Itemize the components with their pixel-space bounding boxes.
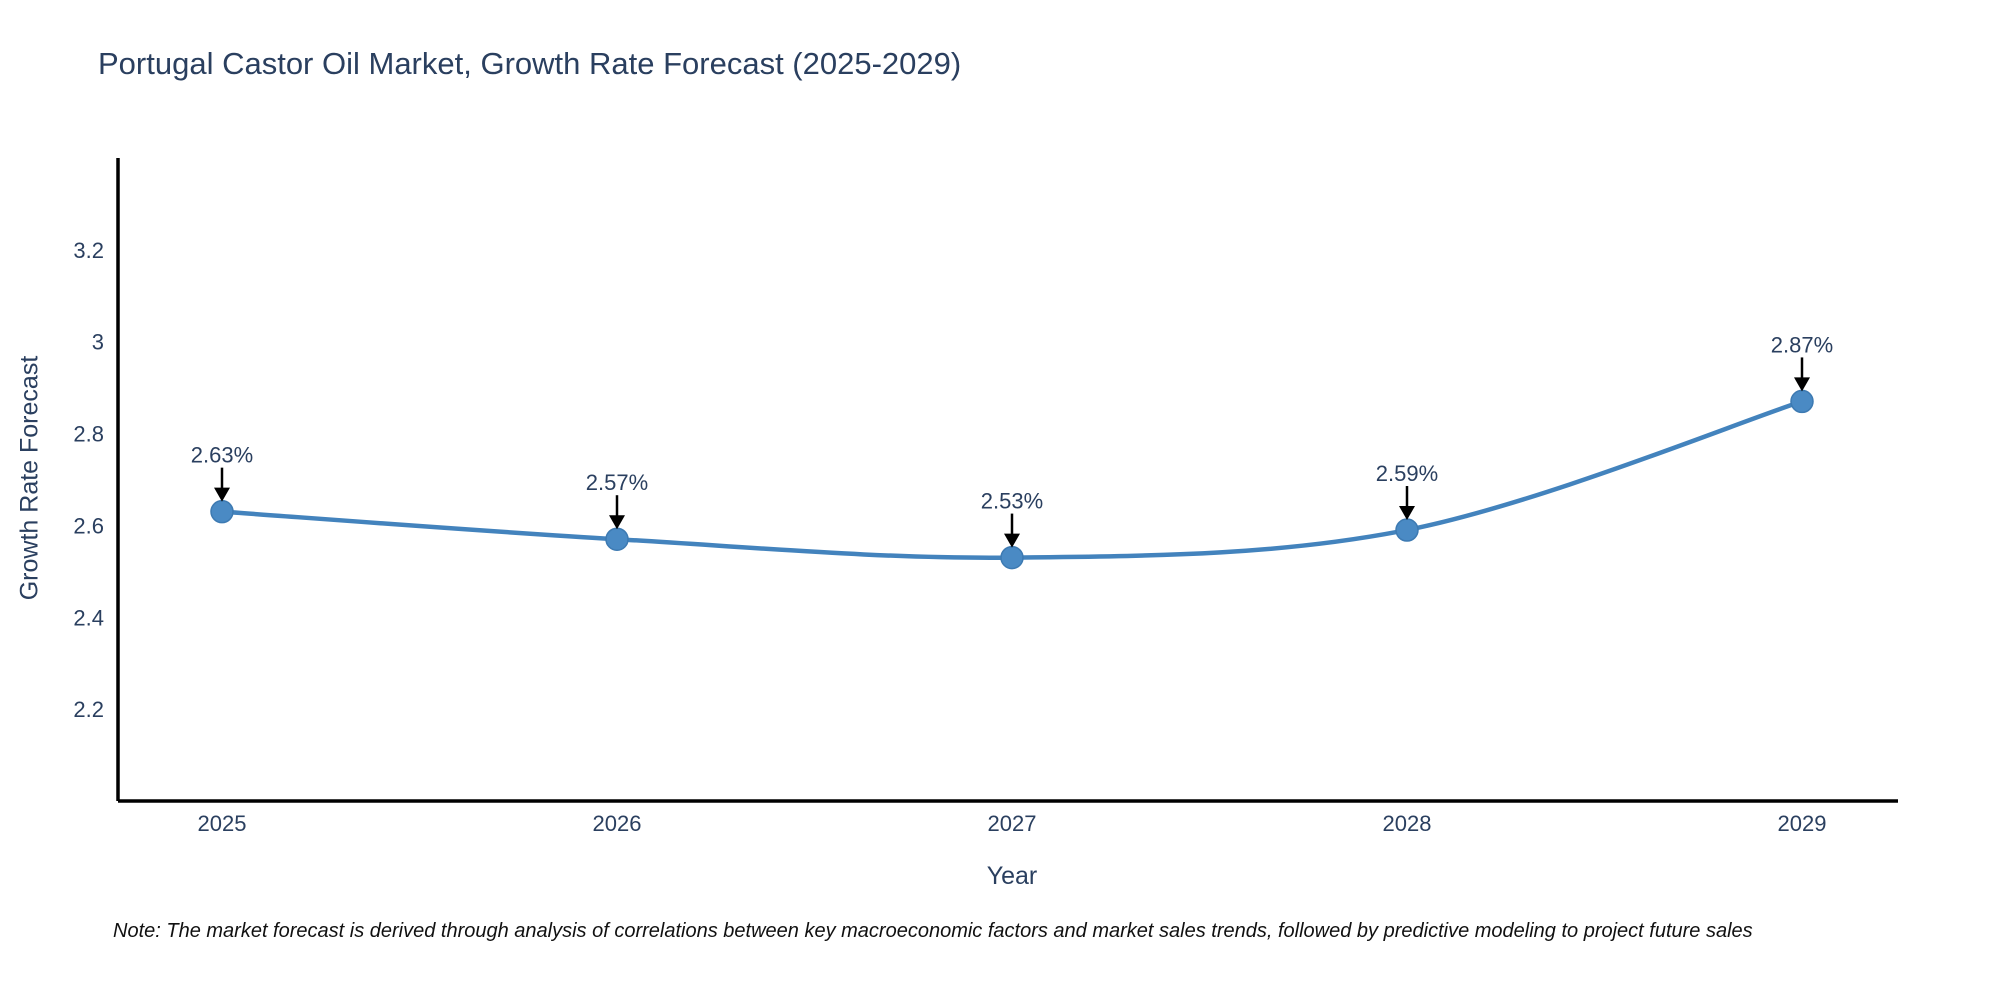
- y-tick-label: 2.6: [73, 513, 104, 538]
- x-tick-label: 2025: [198, 811, 247, 836]
- y-tick-label: 2.8: [73, 422, 104, 447]
- y-tick-label: 2.4: [73, 605, 104, 630]
- data-point-2025: [210, 499, 234, 524]
- x-axis-title: Year: [986, 862, 1038, 890]
- data-point-2028: [1395, 518, 1419, 542]
- data-point-2029: [1790, 389, 1814, 414]
- y-tick-label: 3: [92, 330, 104, 355]
- point-annotation: 2.53%: [981, 489, 1043, 514]
- point-annotation: 2.59%: [1376, 461, 1438, 486]
- x-tick-label: 2026: [593, 811, 642, 836]
- x-tick-label: 2029: [1778, 811, 1827, 836]
- data-point-2026: [605, 527, 629, 551]
- point-annotation: 2.87%: [1771, 332, 1833, 357]
- x-tick-label: 2027: [988, 811, 1037, 836]
- footnote: Note: The market forecast is derived thr…: [113, 920, 1753, 942]
- y-tick-label: 2.2: [73, 697, 104, 722]
- annotation-arrowhead-icon: [214, 487, 230, 502]
- data-point-2027: [1000, 545, 1024, 570]
- annotation-arrowhead-icon: [1004, 533, 1020, 548]
- chart-title: Portugal Castor Oil Market, Growth Rate …: [98, 46, 962, 81]
- x-tick-label: 2028: [1383, 811, 1432, 836]
- point-annotation: 2.63%: [191, 443, 253, 468]
- annotation-arrowhead-icon: [609, 515, 625, 530]
- annotation-arrowhead-icon: [1399, 506, 1415, 521]
- y-tick-label: 3.2: [73, 238, 104, 263]
- point-annotation: 2.57%: [586, 470, 648, 495]
- annotation-arrowhead-icon: [1794, 377, 1810, 392]
